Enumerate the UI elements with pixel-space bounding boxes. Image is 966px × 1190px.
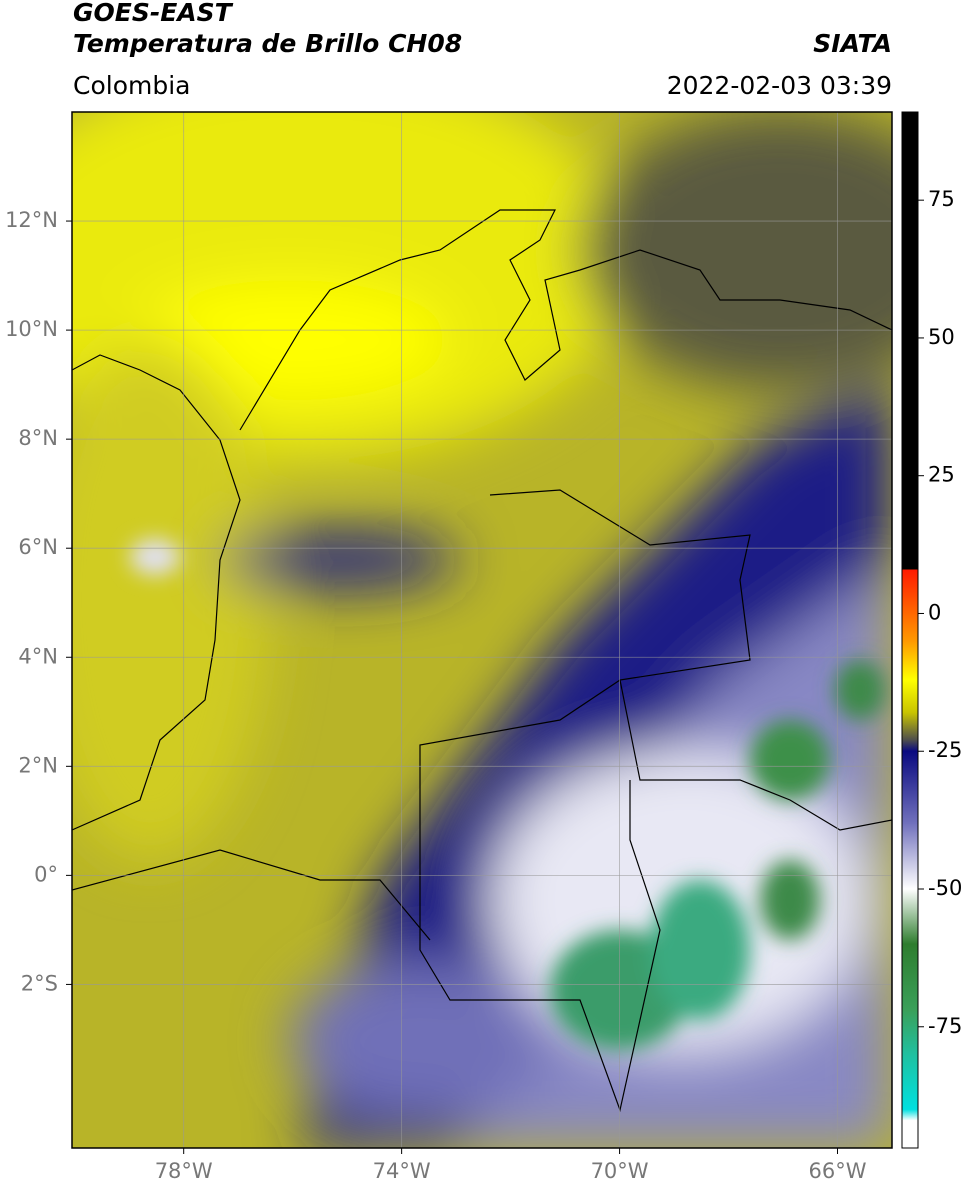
national-border — [72, 849, 431, 941]
cloud-top — [760, 860, 820, 940]
cool-region — [580, 112, 892, 390]
colorbar-tick-label: 0 — [928, 600, 941, 624]
x-tick-label: 74°W — [373, 1159, 431, 1183]
coastline — [72, 354, 241, 831]
warm-region — [130, 280, 450, 400]
y-tick-label: 8°N — [18, 426, 58, 450]
x-tick-label: 78°W — [155, 1159, 213, 1183]
y-tick-label: 0° — [34, 862, 58, 886]
y-tick-label: 2°N — [18, 753, 58, 777]
coastline — [239, 209, 892, 431]
colorbar-tick-label: 50 — [928, 325, 955, 349]
satellite-title: GOES-EAST — [73, 0, 234, 27]
colorbar-tick-label: -25 — [928, 738, 962, 762]
borders — [72, 209, 892, 1113]
cloud-top — [835, 660, 885, 720]
product-title: Temperatura de Brillo CH08 — [73, 29, 462, 58]
cloud-top — [750, 720, 830, 800]
cloud-top — [130, 539, 180, 575]
satellite-image — [72, 112, 892, 1148]
national-border — [489, 489, 892, 831]
cloud-top — [650, 880, 750, 1020]
y-tick-label: 6°N — [18, 535, 58, 559]
colorbar-tick-label: -50 — [928, 876, 962, 900]
y-tick-label: 12°N — [5, 208, 58, 232]
timestamp: 2022-02-03 03:39 — [667, 71, 892, 100]
source-label: SIATA — [813, 29, 892, 58]
cold-cloud — [220, 530, 460, 590]
colorbar-tick-label: 75 — [928, 187, 955, 211]
x-tick-label: 70°W — [591, 1159, 649, 1183]
region-label: Colombia — [73, 71, 190, 100]
x-tick-label: 66°W — [809, 1159, 867, 1183]
colorbar-tick-label: -75 — [928, 1014, 962, 1038]
colorbar-tick-label: 25 — [928, 463, 955, 487]
plot-frame — [71, 111, 893, 1149]
national-border — [419, 679, 661, 1113]
warm-region — [72, 340, 270, 860]
cold-cloud — [290, 960, 550, 1120]
y-tick-label: 4°N — [18, 644, 58, 668]
y-tick-label: 2°S — [21, 971, 58, 995]
colorbar — [901, 111, 919, 1149]
y-tick-label: 10°N — [5, 317, 58, 341]
